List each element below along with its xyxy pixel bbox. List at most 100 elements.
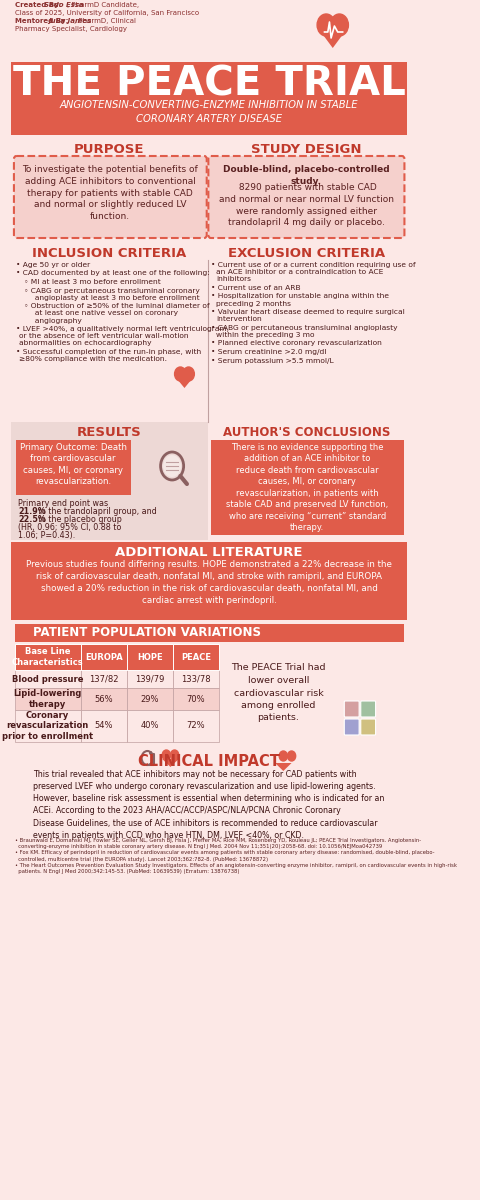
FancyBboxPatch shape (12, 422, 207, 540)
Text: inhibitors: inhibitors (216, 276, 251, 282)
Text: 70%: 70% (187, 695, 205, 703)
Text: 40%: 40% (141, 721, 159, 731)
Circle shape (149, 751, 152, 755)
Text: The PEACE Trial had
lower overall
cardiovascular risk
among enrolled
patients.: The PEACE Trial had lower overall cardio… (231, 664, 325, 722)
FancyBboxPatch shape (222, 644, 404, 742)
Text: within the preceding 3 mo: within the preceding 3 mo (216, 332, 314, 338)
FancyBboxPatch shape (361, 701, 375, 716)
Circle shape (175, 367, 186, 382)
Text: PATIENT POPULATION VARIATIONS: PATIENT POPULATION VARIATIONS (34, 626, 262, 638)
FancyBboxPatch shape (127, 670, 173, 688)
FancyBboxPatch shape (127, 644, 173, 670)
Text: • Planned elective coronary revascularization: • Planned elective coronary revasculariz… (211, 341, 382, 347)
Text: CLINICAL IMPACT: CLINICAL IMPACT (138, 754, 280, 769)
Text: in the placebo group: in the placebo group (36, 515, 122, 524)
Text: HOPE: HOPE (137, 653, 163, 661)
Circle shape (183, 367, 194, 382)
Text: Primary end point was: Primary end point was (18, 499, 111, 508)
Circle shape (317, 14, 335, 36)
FancyBboxPatch shape (361, 719, 375, 734)
Text: • LVEF >40%, a qualitatively normal left ventriculogram,: • LVEF >40%, a qualitatively normal left… (15, 326, 228, 332)
Text: • Valvular heart disease deemed to require surgical: • Valvular heart disease deemed to requi… (211, 310, 405, 316)
Text: • CAD documented by at least one of the following:: • CAD documented by at least one of the … (15, 270, 209, 276)
Text: There is no evidence supporting the
addition of an ACE inhibitor to
reduce death: There is no evidence supporting the addi… (226, 443, 388, 532)
Text: preceding 2 months: preceding 2 months (216, 300, 291, 306)
Text: 1.06; P=0.43).: 1.06; P=0.43). (18, 530, 75, 540)
Text: • Successful completion of the run-in phase, with: • Successful completion of the run-in ph… (15, 349, 201, 355)
Text: ◦ CABG or percutaneous transluminal coronary: ◦ CABG or percutaneous transluminal coro… (24, 288, 200, 294)
FancyBboxPatch shape (173, 710, 219, 742)
Polygon shape (175, 377, 193, 388)
FancyBboxPatch shape (15, 688, 81, 710)
Text: INCLUSION CRITERIA: INCLUSION CRITERIA (32, 247, 186, 260)
FancyBboxPatch shape (15, 624, 404, 642)
Text: 54%: 54% (95, 721, 113, 731)
Text: Previous studies found differing results. HOPE demonstrated a 22% decrease in th: Previous studies found differing results… (26, 560, 392, 606)
Text: at least one native vessel on coronary: at least one native vessel on coronary (30, 311, 179, 317)
FancyBboxPatch shape (173, 670, 219, 688)
Text: EXCLUSION CRITERIA: EXCLUSION CRITERIA (228, 247, 385, 260)
Text: • Current use of or a current condition requiring use of: • Current use of or a current condition … (211, 262, 416, 268)
Text: intervention: intervention (216, 317, 262, 323)
FancyBboxPatch shape (207, 422, 407, 540)
Text: (HR, 0.96; 95% CI, 0.88 to: (HR, 0.96; 95% CI, 0.88 to (18, 523, 121, 532)
Text: PEACE: PEACE (181, 653, 211, 661)
Text: Blood pressure: Blood pressure (12, 674, 84, 684)
Text: abnormalities on echocardiography: abnormalities on echocardiography (19, 341, 152, 347)
Text: Base Line
Characteristics: Base Line Characteristics (12, 647, 84, 667)
FancyBboxPatch shape (127, 688, 173, 710)
Text: • Current use of an ARB: • Current use of an ARB (211, 284, 300, 290)
Text: Class of 2025, University of California, San Francisco: Class of 2025, University of California,… (15, 10, 199, 16)
Text: ANGIOTENSIN-CONVERTING-ENZYME INHIBITION IN STABLE
CORONARY ARTERY DISEASE: ANGIOTENSIN-CONVERTING-ENZYME INHIBITION… (60, 100, 359, 124)
Text: • Serum creatinine >2.0 mg/dl: • Serum creatinine >2.0 mg/dl (211, 349, 326, 355)
FancyBboxPatch shape (173, 644, 219, 670)
Text: • Braunwald E, Domanski MJ, Fowler SE, Geller NL, Gersh BJ, Hsia J, Pfeffer MA, : • Braunwald E, Domanski MJ, Fowler SE, G… (15, 838, 421, 842)
Circle shape (163, 455, 181, 476)
Text: angioplasty at least 3 mo before enrollment: angioplasty at least 3 mo before enrollm… (30, 295, 200, 301)
FancyBboxPatch shape (211, 440, 404, 535)
FancyBboxPatch shape (15, 710, 81, 742)
Text: Sado Essa: Sado Essa (45, 2, 84, 8)
Text: PURPOSE: PURPOSE (73, 143, 144, 156)
FancyBboxPatch shape (14, 156, 207, 238)
Text: • The Heart Outcomes Prevention Evaluation Study Investigators. Effects of an an: • The Heart Outcomes Prevention Evaluati… (15, 863, 457, 868)
Text: • CABG or percutaneous transluminal angioplasty: • CABG or percutaneous transluminal angi… (211, 325, 397, 331)
Text: 22.5%: 22.5% (18, 515, 46, 524)
Text: controlled, multicentre trial (the EUROPA study). Lancet 2003;362:782-8. (PubMed: controlled, multicentre trial (the EUROP… (15, 857, 268, 862)
FancyBboxPatch shape (81, 670, 127, 688)
Text: AUTHOR'S CONCLUSIONS: AUTHOR'S CONCLUSIONS (223, 426, 390, 439)
FancyBboxPatch shape (81, 644, 127, 670)
FancyBboxPatch shape (12, 542, 407, 620)
FancyBboxPatch shape (15, 670, 81, 688)
Text: • Fox KM. Efficacy of perindopril in reduction of cardiovascular events among pa: • Fox KM. Efficacy of perindopril in red… (15, 851, 434, 856)
Text: , PharmD Candidate,: , PharmD Candidate, (68, 2, 140, 8)
FancyBboxPatch shape (173, 688, 219, 710)
Text: 139/79: 139/79 (135, 674, 165, 684)
Polygon shape (318, 28, 348, 48)
FancyBboxPatch shape (344, 701, 359, 716)
Text: or the absence of left ventricular wall-motion: or the absence of left ventricular wall-… (19, 334, 189, 340)
Text: Lipid-lowering
therapy: Lipid-lowering therapy (13, 689, 82, 709)
FancyBboxPatch shape (208, 156, 405, 238)
Text: 29%: 29% (141, 695, 159, 703)
FancyBboxPatch shape (12, 0, 407, 62)
Circle shape (288, 751, 296, 761)
Text: , PharmD, Clinical: , PharmD, Clinical (74, 18, 136, 24)
Text: ◦ MI at least 3 mo before enrollment: ◦ MI at least 3 mo before enrollment (24, 278, 161, 284)
Circle shape (170, 750, 179, 760)
Text: 21.9%: 21.9% (18, 506, 46, 516)
Text: an ACE inhibitor or a contraindication to ACE: an ACE inhibitor or a contraindication t… (216, 269, 383, 275)
Text: Coronary
revascularization
prior to enrollment: Coronary revascularization prior to enro… (2, 712, 93, 740)
Polygon shape (162, 758, 179, 767)
FancyBboxPatch shape (81, 688, 127, 710)
Text: angiography: angiography (30, 318, 82, 324)
FancyBboxPatch shape (127, 710, 173, 742)
FancyBboxPatch shape (12, 622, 407, 752)
Text: Double-blind, placebo-controlled
study.: Double-blind, placebo-controlled study. (223, 164, 390, 186)
Text: 133/78: 133/78 (181, 674, 211, 684)
Text: EUROPA: EUROPA (85, 653, 122, 661)
FancyBboxPatch shape (81, 710, 127, 742)
Text: 137/82: 137/82 (89, 674, 119, 684)
Circle shape (330, 14, 348, 36)
Text: • Age 50 yr or older: • Age 50 yr or older (15, 262, 90, 268)
